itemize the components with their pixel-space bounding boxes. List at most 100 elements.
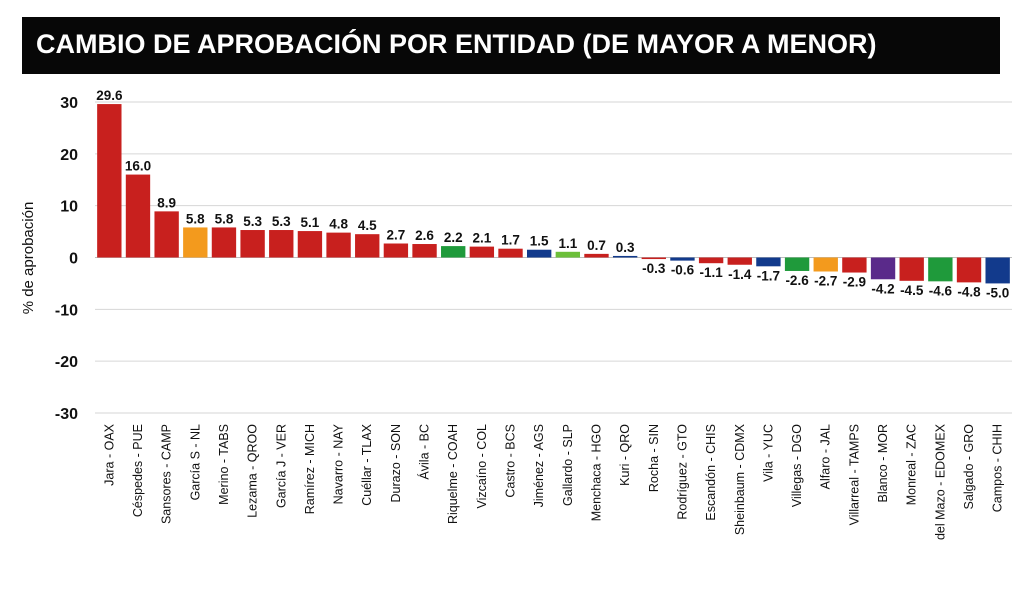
bar xyxy=(125,174,151,258)
x-tick-label: Gallardo - SLP xyxy=(561,424,575,506)
y-axis-label: % de aprobación xyxy=(20,202,37,315)
x-tick-label: Sheinbaum - CDMX xyxy=(733,423,747,535)
data-label: 4.5 xyxy=(358,218,377,233)
x-tick-label: Monreal - ZAC xyxy=(905,424,919,505)
y-tick-label: 20 xyxy=(60,147,78,164)
x-tick-label: Rocha - SIN xyxy=(647,424,661,492)
x-tick-label: Rodríguez - GTO xyxy=(675,424,689,520)
x-tick-label: Céspedes - PUE xyxy=(131,424,145,517)
bar xyxy=(870,257,896,280)
data-label: 16.0 xyxy=(125,159,151,174)
x-tick-label: Riquelme - COAH xyxy=(446,424,460,524)
bar xyxy=(555,251,581,258)
data-label: 2.7 xyxy=(387,228,406,243)
x-tick-label: Jiménez - AGS xyxy=(532,424,546,507)
data-label: 29.6 xyxy=(96,88,123,103)
x-tick-label: Ramírez - MICH xyxy=(303,424,317,514)
bar xyxy=(469,246,495,258)
data-label: -1.1 xyxy=(699,265,723,280)
x-tick-label: Durazo - SON xyxy=(389,424,403,503)
bar xyxy=(928,257,953,282)
x-tick-label: Escandón - CHIS xyxy=(704,424,718,521)
bar xyxy=(727,257,752,265)
x-tick-label: Jara - OAX xyxy=(102,423,116,485)
bar xyxy=(97,104,122,258)
data-label: -2.9 xyxy=(843,275,866,290)
data-label: 0.3 xyxy=(616,240,635,255)
data-label: 1.7 xyxy=(501,233,520,248)
data-label: 1.5 xyxy=(530,234,549,249)
data-label: 5.8 xyxy=(215,211,234,226)
x-tick-label: Villegas - DGO xyxy=(790,424,804,507)
x-tick-label: Salgado - GRO xyxy=(962,424,976,510)
data-label: -4.8 xyxy=(957,284,981,299)
bar xyxy=(441,246,466,258)
data-label: 5.3 xyxy=(243,214,262,229)
data-label: 5.3 xyxy=(272,214,291,229)
data-label: 2.1 xyxy=(472,231,491,246)
data-label: 0.7 xyxy=(587,238,606,253)
data-label: -2.7 xyxy=(814,273,837,288)
bar xyxy=(612,255,638,258)
data-label: -5.0 xyxy=(986,285,1009,300)
x-tick-label: Campos - CHIH xyxy=(991,424,1005,512)
y-tick-label: 0 xyxy=(69,251,78,268)
bar xyxy=(584,253,609,258)
data-label: -1.7 xyxy=(757,268,780,283)
x-tick-label: Menchaca - HGO xyxy=(589,424,603,522)
bar xyxy=(641,257,666,260)
bar xyxy=(842,257,867,273)
bar xyxy=(784,257,810,271)
data-label: 5.1 xyxy=(301,215,320,230)
x-tick-label: Lezama - QROO xyxy=(246,424,260,518)
x-tick-label: Castro - BCS xyxy=(504,424,518,498)
y-tick-label: -20 xyxy=(55,354,78,371)
x-tick-label: Merino - TABS xyxy=(217,424,231,505)
y-tick-label: 10 xyxy=(60,199,78,216)
bar xyxy=(756,257,781,267)
x-tick-label: Vila - YUC xyxy=(761,424,775,482)
x-tick-label: Kuri - QRO xyxy=(618,424,632,486)
x-tick-label: García S - NL xyxy=(188,424,202,500)
x-tick-label: Navarro - NAY xyxy=(332,423,346,504)
data-label: 5.8 xyxy=(186,211,205,226)
bar xyxy=(899,257,924,281)
x-tick-label: Alfaro - JAL xyxy=(819,424,833,489)
data-label: -0.6 xyxy=(671,263,695,278)
bar xyxy=(956,257,982,283)
y-tick-label: -30 xyxy=(55,406,78,423)
bar xyxy=(985,257,1010,284)
bar xyxy=(240,230,265,258)
data-label: 8.9 xyxy=(157,195,176,210)
x-tick-label: del Mazo - EDOMEX xyxy=(933,423,947,540)
x-tick-label: Villarreal - TAMPS xyxy=(847,424,861,525)
bar xyxy=(297,231,323,258)
bar xyxy=(670,257,695,261)
data-label: 1.1 xyxy=(558,236,577,251)
bar xyxy=(154,211,179,258)
chart-title: CAMBIO DE APROBACIÓN POR ENTIDAD (DE MAY… xyxy=(36,29,877,59)
bar xyxy=(526,249,552,258)
data-label: -1.4 xyxy=(728,267,752,282)
data-label: -4.2 xyxy=(871,281,894,296)
bar xyxy=(355,234,380,258)
bar xyxy=(813,257,838,272)
bar xyxy=(698,257,724,264)
bar xyxy=(326,232,351,258)
data-label: -0.3 xyxy=(642,261,666,276)
x-tick-label: Ávila - BC xyxy=(417,424,432,480)
bar xyxy=(183,227,208,258)
title-bar: CAMBIO DE APROBACIÓN POR ENTIDAD (DE MAY… xyxy=(22,17,1000,74)
x-tick-label: Sansores - CAMP xyxy=(160,424,174,524)
data-label: -4.6 xyxy=(929,283,953,298)
bar xyxy=(211,227,237,258)
data-label: 2.2 xyxy=(444,230,463,245)
data-label: -4.5 xyxy=(900,283,924,298)
y-tick-label: -10 xyxy=(55,302,78,319)
x-tick-label: García J - VER xyxy=(274,424,288,508)
data-label: -2.6 xyxy=(785,273,809,288)
y-tick-label: 30 xyxy=(60,95,78,112)
x-tick-label: Cuéllar - TLAX xyxy=(360,423,374,505)
x-tick-label: Blanco - MOR xyxy=(876,424,890,503)
